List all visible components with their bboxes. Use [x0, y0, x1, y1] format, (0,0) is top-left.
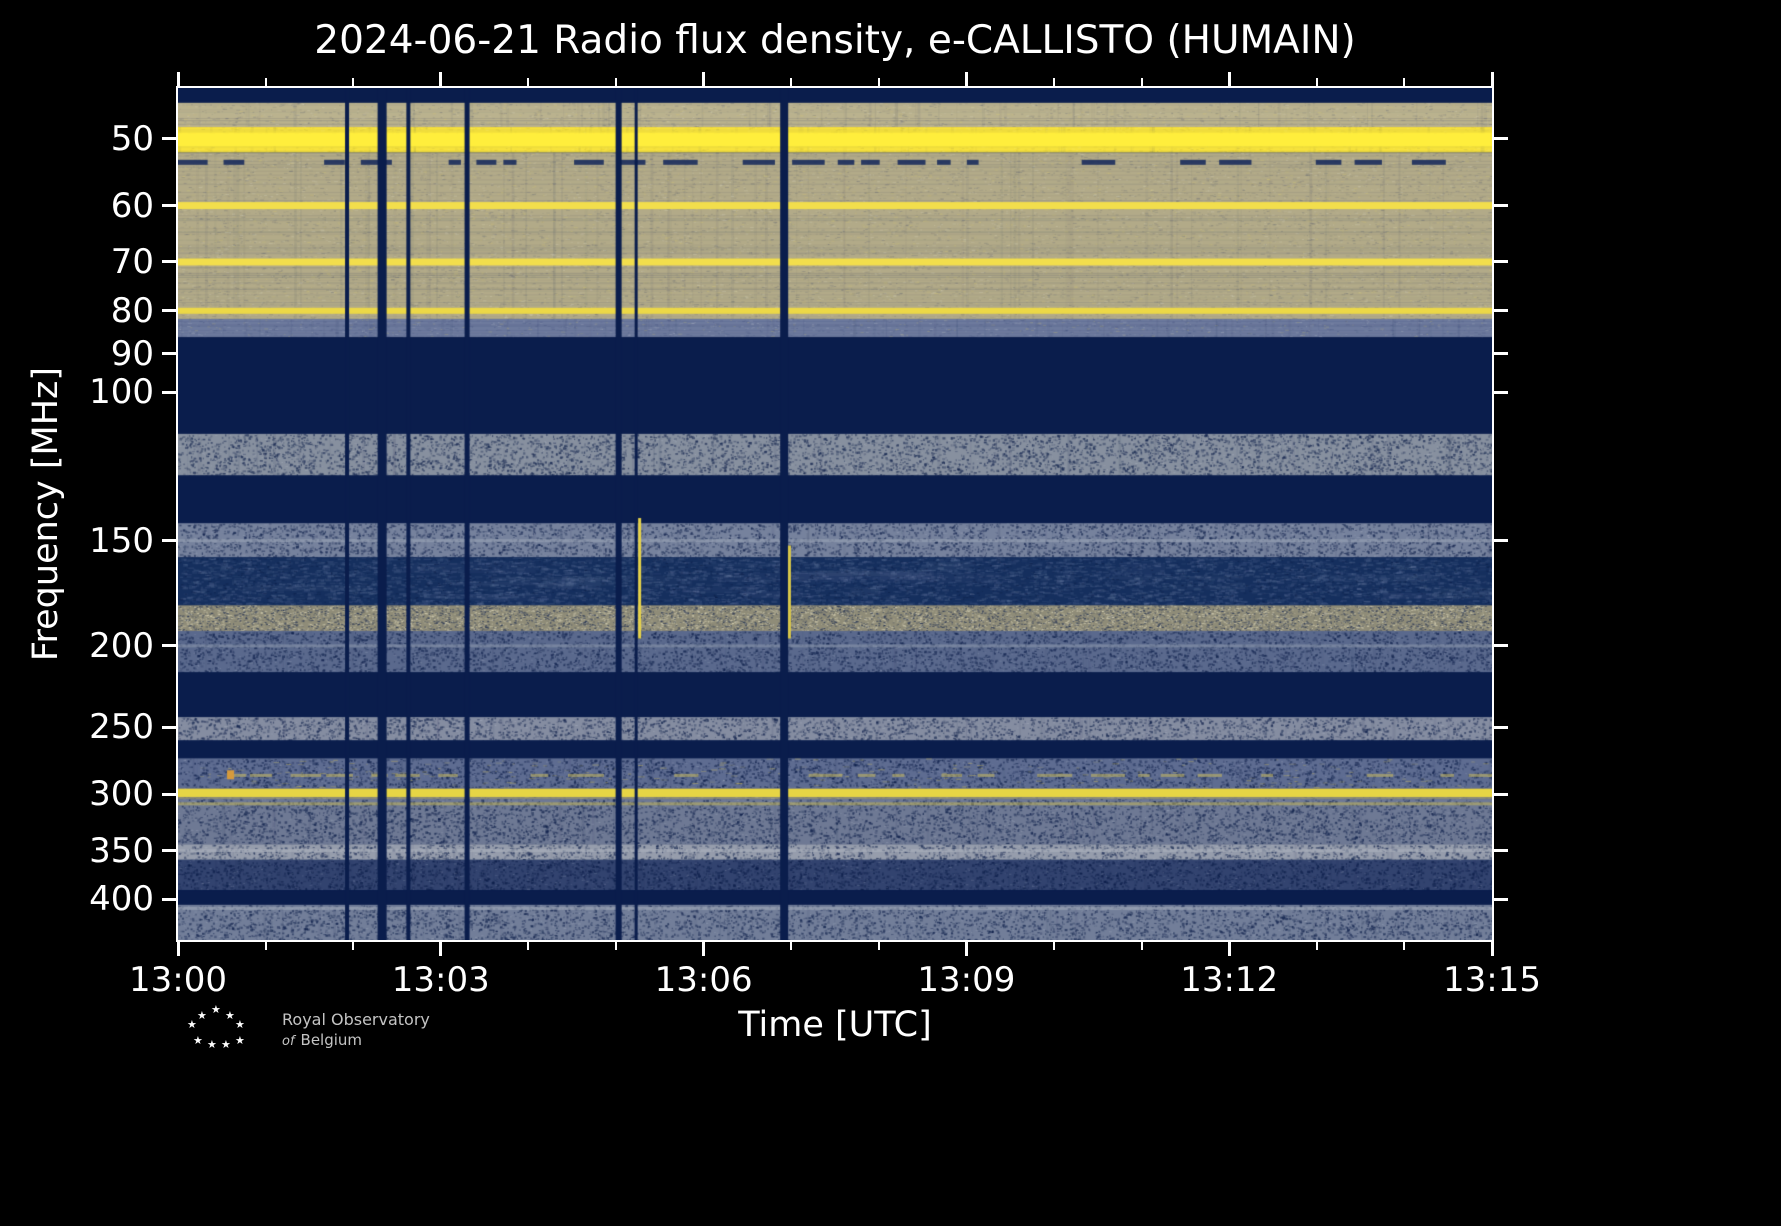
- y-tick-label: 400: [89, 879, 154, 920]
- rob-logo-belgium: Belgium: [300, 1031, 363, 1049]
- star-icon: ★: [193, 1034, 203, 1047]
- x-tick-minor: [877, 942, 880, 950]
- x-tick-minor-top: [1403, 78, 1406, 86]
- star-icon: ★: [207, 1038, 217, 1051]
- x-tick-minor-top: [790, 78, 793, 86]
- x-tick-major: [964, 942, 968, 956]
- x-tick-major: [176, 942, 180, 956]
- star-icon: ★: [225, 1009, 235, 1022]
- y-tick-label: 60: [110, 185, 154, 226]
- rob-logo-line1: Royal Observatory: [282, 1010, 430, 1029]
- x-tick-major-top: [439, 72, 443, 86]
- y-tick-label: 90: [110, 333, 154, 374]
- x-tick-minor-top: [1053, 78, 1055, 86]
- rob-logo-stars: ★ ★ ★ ★ ★ ★ ★ ★ ★: [182, 1004, 248, 1052]
- y-tick-major-right: [1494, 137, 1508, 141]
- x-tick-minor-top: [1315, 78, 1318, 86]
- x-tick-minor: [1403, 942, 1406, 950]
- x-tick-major: [439, 942, 443, 956]
- rob-logo-of: of: [282, 1034, 295, 1049]
- y-tick-major-right: [1494, 390, 1508, 394]
- x-tick-major-top: [1490, 72, 1494, 86]
- y-tick-major: [162, 897, 176, 901]
- y-tick-label: 100: [89, 372, 154, 413]
- x-tick-label: 13:09: [917, 960, 1016, 1000]
- y-tick-major-right: [1494, 352, 1508, 356]
- y-tick-major: [162, 309, 176, 313]
- y-tick-major: [162, 204, 176, 208]
- y-tick-major: [162, 849, 176, 853]
- x-tick-major-top: [702, 72, 706, 86]
- star-icon: ★: [211, 1003, 221, 1016]
- x-tick-label: 13:06: [654, 960, 753, 1000]
- x-tick-minor-top: [527, 78, 530, 86]
- star-icon: ★: [235, 1034, 245, 1047]
- x-tick-minor-top: [1140, 78, 1143, 86]
- x-tick-major: [702, 942, 706, 956]
- x-tick-minor: [790, 942, 793, 950]
- y-tick-major: [162, 352, 176, 356]
- plot-frame: [176, 86, 1494, 942]
- y-tick-major-right: [1494, 644, 1508, 648]
- y-tick-major: [162, 390, 176, 394]
- x-tick-minor: [615, 942, 617, 950]
- y-tick-label: 200: [89, 625, 154, 666]
- y-tick-major-right: [1494, 792, 1508, 796]
- x-tick-label: 13:12: [1180, 960, 1279, 1000]
- star-icon: ★: [221, 1038, 231, 1051]
- x-tick-minor: [264, 942, 267, 950]
- rob-logo-line2: of Belgium: [282, 1030, 430, 1052]
- y-tick-label: 50: [110, 118, 154, 159]
- y-tick-label: 350: [89, 830, 154, 871]
- x-tick-label: 13:03: [391, 960, 490, 1000]
- spectrogram-canvas: [178, 88, 1492, 940]
- chart-title: 2024-06-21 Radio flux density, e-CALLIST…: [314, 18, 1356, 63]
- x-tick-minor: [527, 942, 530, 950]
- x-tick-minor: [1053, 942, 1055, 950]
- x-tick-minor: [1315, 942, 1318, 950]
- x-axis-label: Time [UTC]: [738, 1005, 932, 1045]
- y-tick-major: [162, 792, 176, 796]
- rob-logo-text: Royal Observatory of Belgium: [282, 1010, 430, 1052]
- x-tick-minor-top: [615, 78, 617, 86]
- x-tick-major-top: [1227, 72, 1231, 86]
- star-icon: ★: [187, 1018, 197, 1031]
- y-tick-major-right: [1494, 309, 1508, 313]
- y-tick-major: [162, 137, 176, 141]
- x-tick-major: [1227, 942, 1231, 956]
- y-tick-label: 80: [110, 290, 154, 331]
- y-tick-major-right: [1494, 204, 1508, 208]
- x-tick-major-top: [176, 72, 180, 86]
- y-tick-label: 300: [89, 774, 154, 815]
- rob-logo: ★ ★ ★ ★ ★ ★ ★ ★ ★ Royal Observatory of Be…: [182, 1000, 522, 1070]
- x-tick-label: 13:00: [129, 960, 227, 1000]
- y-tick-label: 250: [89, 707, 154, 748]
- y-tick-major-right: [1494, 725, 1508, 729]
- x-tick-minor-top: [877, 78, 880, 86]
- x-tick-major: [1490, 942, 1494, 956]
- x-tick-major-top: [964, 72, 968, 86]
- x-tick-minor: [1140, 942, 1143, 950]
- y-tick-major: [162, 539, 176, 543]
- y-tick-label: 150: [89, 520, 154, 561]
- x-tick-minor-top: [352, 78, 355, 86]
- y-tick-major: [162, 260, 176, 264]
- star-icon: ★: [235, 1018, 245, 1031]
- y-tick-major-right: [1494, 260, 1508, 264]
- y-tick-major: [162, 644, 176, 648]
- y-tick-major-right: [1494, 849, 1508, 853]
- y-tick-major: [162, 725, 176, 729]
- x-tick-minor-top: [264, 78, 267, 86]
- x-tick-label: 13:15: [1443, 960, 1541, 1000]
- star-icon: ★: [197, 1009, 207, 1022]
- x-tick-minor: [352, 942, 355, 950]
- y-tick-major-right: [1494, 897, 1508, 901]
- y-tick-label: 70: [110, 241, 154, 282]
- y-tick-major-right: [1494, 539, 1508, 543]
